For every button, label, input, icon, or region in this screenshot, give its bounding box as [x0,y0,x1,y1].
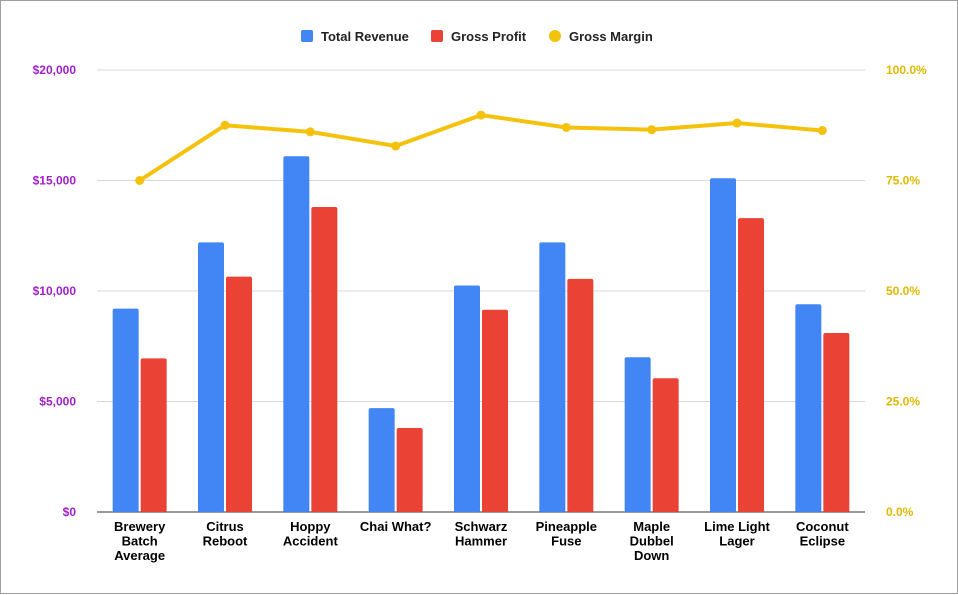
right-tick-label: 0.0% [886,505,914,519]
gross-margin-point [732,118,742,128]
left-tick-label: $5,000 [39,395,76,409]
gridlines [97,69,865,513]
right-axis-ticks: 0.0% 25.0% 50.0% 75.0% 100.0% [886,63,927,519]
legend-label: Gross Profit [451,29,527,44]
total-revenue-bar [112,308,139,512]
category-label: Lime Light Lager [704,519,770,549]
gross-profit-bar [396,428,423,512]
left-tick-label: $10,000 [33,284,77,298]
category-label: Coconut Eclipse [796,519,849,549]
total-revenue-bar [539,242,566,512]
legend-swatch [431,30,443,42]
gross-margin-point [647,125,657,135]
legend-swatch [549,30,561,42]
margin-line [135,110,827,185]
gross-profit-bar [567,278,594,512]
right-tick-label: 75.0% [886,174,920,188]
total-revenue-bar [368,408,395,512]
legend-item: Total Revenue [301,29,409,44]
left-axis-ticks: $0 $5,000 $10,000 $15,000 $20,000 [33,63,77,519]
category-label: Citrus Reboot [203,519,248,549]
total-revenue-bar [624,357,651,512]
gross-margin-point [135,176,145,185]
gross-profit-bar [738,218,764,512]
gross-profit-bar [652,378,679,512]
category-label: Brewery Batch Average [114,519,166,563]
category-label: Pineapple Fuse [536,519,597,549]
right-tick-label: 100.0% [886,63,927,77]
category-label: Maple Dubbel Down [630,519,674,563]
left-tick-label: $0 [63,505,77,519]
total-revenue-bar [454,285,480,512]
right-tick-label: 25.0% [886,395,920,409]
bars [112,156,850,513]
legend-label: Gross Margin [569,29,653,44]
category-label: Schwarz Hammer [455,519,508,549]
total-revenue-bar [795,304,822,512]
gross-margin-point [817,126,827,136]
total-revenue-bar [710,178,736,513]
gross-profit-bar [823,332,850,512]
total-revenue-bar [198,242,224,512]
gross-margin-point [476,110,486,120]
gross-profit-bar [482,309,508,512]
total-revenue-bar [283,156,310,512]
legend-swatch [301,30,313,42]
right-tick-label: 50.0% [886,284,920,298]
gross-margin-point [561,122,571,132]
category-label: Chai What? [360,519,432,534]
gross-profit-bar [311,207,338,512]
gross-margin-point [391,141,401,151]
left-tick-label: $20,000 [33,63,77,77]
legend-item: Gross Profit [431,29,527,44]
gross-profit-bar [226,276,252,512]
gross-margin-line [138,113,823,183]
gross-profit-bar [140,358,167,512]
left-tick-label: $15,000 [33,174,77,188]
gross-margin-point [305,127,315,137]
category-labels: Brewery Batch Average Citrus Reboot Hoppy Acci… [114,519,849,563]
legend-label: Total Revenue [321,29,409,44]
category-label: Hoppy Accident [283,519,339,549]
legend: Total Revenue Gross Profit Gross Margin [301,29,653,44]
gross-margin-point [220,120,230,130]
legend-item: Gross Margin [549,29,653,44]
